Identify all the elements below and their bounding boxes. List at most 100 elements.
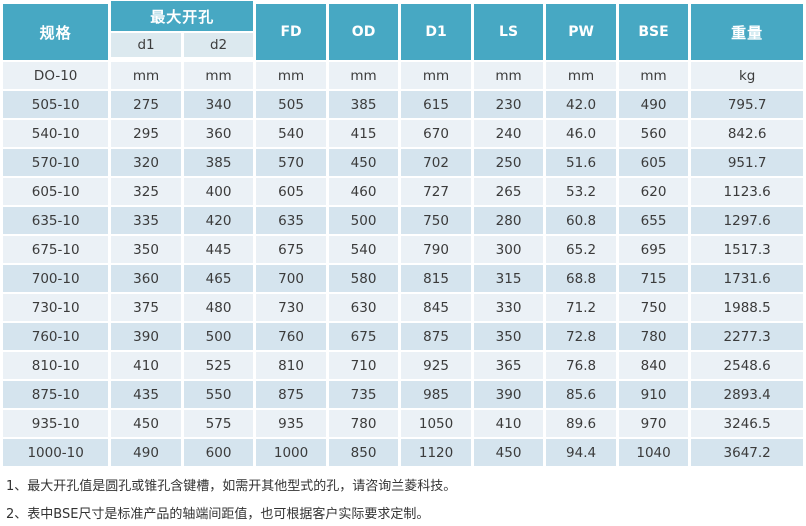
spec-cell: DO-10: [3, 62, 109, 89]
value-cell: 275: [111, 91, 181, 118]
value-cell: 375: [111, 294, 181, 321]
value-cell: 635: [256, 207, 326, 234]
value-cell: 2893.4: [691, 381, 803, 408]
value-cell: 300: [473, 236, 544, 263]
value-cell: 490: [111, 439, 181, 466]
value-cell: 2548.6: [691, 352, 803, 379]
value-cell: 1120: [401, 439, 471, 466]
table-header: 规格 最大开孔 FD OD D1 LS PW BSE 重量 d1 d2: [3, 1, 803, 60]
value-cell: 1040: [618, 439, 689, 466]
value-cell: 810: [256, 352, 326, 379]
unit-row: DO-10 mm mm mm mm mm mm mm mm kg: [3, 62, 803, 89]
value-cell: 875: [401, 323, 471, 350]
value-cell: 360: [111, 265, 181, 292]
value-cell: 715: [618, 265, 689, 292]
value-cell: 605: [256, 178, 326, 205]
spec-cell: 505-10: [3, 91, 109, 118]
value-cell: 935: [256, 410, 326, 437]
value-cell: 575: [183, 410, 254, 437]
value-cell: 435: [111, 381, 181, 408]
value-cell: 1000: [256, 439, 326, 466]
col-header-pw: PW: [546, 4, 616, 60]
value-cell: 951.7: [691, 149, 803, 176]
value-cell: 335: [111, 207, 181, 234]
value-cell: 265: [473, 178, 544, 205]
value-cell: 460: [328, 178, 399, 205]
value-cell: 842.6: [691, 120, 803, 147]
value-cell: 280: [473, 207, 544, 234]
value-cell: mm: [183, 62, 254, 89]
spec-cell: 760-10: [3, 323, 109, 350]
value-cell: mm: [256, 62, 326, 89]
value-cell: 702: [401, 149, 471, 176]
value-cell: 340: [183, 91, 254, 118]
value-cell: 1517.3: [691, 236, 803, 263]
value-cell: 525: [183, 352, 254, 379]
value-cell: 780: [328, 410, 399, 437]
value-cell: 815: [401, 265, 471, 292]
value-cell: 840: [618, 352, 689, 379]
value-cell: 410: [473, 410, 544, 437]
value-cell: 350: [473, 323, 544, 350]
value-cell: mm: [546, 62, 616, 89]
value-cell: 790: [401, 236, 471, 263]
value-cell: 385: [183, 149, 254, 176]
value-cell: 970: [618, 410, 689, 437]
value-cell: 315: [473, 265, 544, 292]
value-cell: 89.6: [546, 410, 616, 437]
spec-cell: 605-10: [3, 178, 109, 205]
value-cell: 385: [328, 91, 399, 118]
spec-cell: 1000-10: [3, 439, 109, 466]
value-cell: 42.0: [546, 91, 616, 118]
value-cell: 550: [183, 381, 254, 408]
col-header-spec: 规格: [3, 4, 109, 60]
value-cell: 2277.3: [691, 323, 803, 350]
note-2: 2、表中BSE尺寸是标准产品的轴端间距值，也可根据客户实际要求定制。: [6, 506, 430, 522]
value-cell: 910: [618, 381, 689, 408]
col-header-d1: d1: [111, 33, 181, 57]
value-cell: 710: [328, 352, 399, 379]
value-cell: 925: [401, 352, 471, 379]
table-row: 875-10 435 550 875 735 985 390 85.6 910 2893.4: [3, 381, 803, 408]
value-cell: 505: [256, 91, 326, 118]
value-cell: 620: [618, 178, 689, 205]
col-header-od: OD: [328, 4, 399, 60]
value-cell: 727: [401, 178, 471, 205]
spec-cell: 875-10: [3, 381, 109, 408]
table-row: 635-10 335 420 635 500 750 280 60.8 655 1297.6: [3, 207, 803, 234]
value-cell: mm: [111, 62, 181, 89]
value-cell: 240: [473, 120, 544, 147]
value-cell: 1123.6: [691, 178, 803, 205]
value-cell: 560: [618, 120, 689, 147]
table-row: 935-10 450 575 935 780 1050 410 89.6 970 3246.5: [3, 410, 803, 437]
spec-cell: 810-10: [3, 352, 109, 379]
value-cell: 630: [328, 294, 399, 321]
value-cell: 675: [256, 236, 326, 263]
value-cell: 72.8: [546, 323, 616, 350]
value-cell: 750: [618, 294, 689, 321]
value-cell: 3246.5: [691, 410, 803, 437]
value-cell: 400: [183, 178, 254, 205]
spec-cell: 700-10: [3, 265, 109, 292]
value-cell: 76.8: [546, 352, 616, 379]
spec-cell: 935-10: [3, 410, 109, 437]
value-cell: 68.8: [546, 265, 616, 292]
value-cell: 94.4: [546, 439, 616, 466]
value-cell: 53.2: [546, 178, 616, 205]
spec-cell: 730-10: [3, 294, 109, 321]
value-cell: 295: [111, 120, 181, 147]
value-cell: 71.2: [546, 294, 616, 321]
value-cell: 1297.6: [691, 207, 803, 234]
value-cell: 51.6: [546, 149, 616, 176]
value-cell: 600: [183, 439, 254, 466]
header-row-2: d1 d2: [3, 33, 803, 60]
col-header-weight: 重量: [691, 4, 803, 60]
value-cell: 670: [401, 120, 471, 147]
table-row: 700-10 360 465 700 580 815 315 68.8 715 1731.6: [3, 265, 803, 292]
value-cell: 325: [111, 178, 181, 205]
col-header-d1-major: D1: [401, 4, 471, 60]
value-cell: 3647.2: [691, 439, 803, 466]
value-cell: 540: [256, 120, 326, 147]
value-cell: 445: [183, 236, 254, 263]
